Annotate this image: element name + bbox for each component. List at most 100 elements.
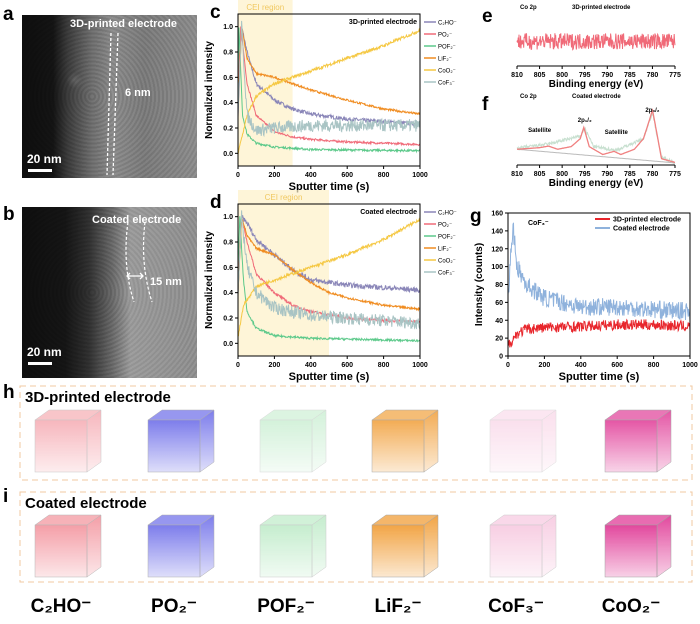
cube-front xyxy=(34,524,88,578)
row-i-title: Coated electrode xyxy=(25,495,147,512)
chart-title: Coated electrode xyxy=(360,209,417,216)
x-tick-label: 810 xyxy=(511,72,523,79)
legend-item: CoF₃⁻ xyxy=(424,271,455,277)
y-tick-label: 0.6 xyxy=(223,265,233,272)
x-tick-label: 800 xyxy=(378,362,390,369)
tem-b-overlay: Coated electrode 15 nm 20 nm xyxy=(27,214,182,365)
x-tick-label: 0 xyxy=(236,172,240,179)
interface-dashed-lines xyxy=(106,32,119,176)
x-axis-label: Binding energy (eV) xyxy=(549,79,643,90)
x-tick-label: 800 xyxy=(556,171,568,178)
legend-label: CoO₂⁻ xyxy=(438,69,456,75)
x-tick-label: 400 xyxy=(305,362,317,369)
chart-title: 3D-printed electrode xyxy=(572,5,631,11)
cube-side xyxy=(86,409,102,473)
cei-region xyxy=(238,190,329,356)
x-tick-label: 800 xyxy=(378,172,390,179)
cube-front xyxy=(259,419,313,473)
series-line-POF₂⁻ xyxy=(237,27,421,154)
y-tick-label: 0.2 xyxy=(223,126,233,133)
x-tick-label: 810 xyxy=(511,171,523,178)
y-axis-label: Normalized intensity xyxy=(204,41,215,139)
species-label: LiF₂⁻ xyxy=(375,596,422,617)
cube-i-1 xyxy=(147,514,215,578)
cube-i-3 xyxy=(371,514,439,578)
chart-d: CEI region 0 200 400 600 800 1000 0.0 0.2 0.4 0.6 0… xyxy=(204,190,457,383)
y-tick-label: 20 xyxy=(495,336,503,343)
tem-image-coated xyxy=(22,207,197,378)
y-tick-label: 1.0 xyxy=(223,214,233,221)
cube-side xyxy=(541,409,557,473)
cei-region-label: CEI region xyxy=(246,3,284,12)
chart-title: Coated electrode xyxy=(572,94,621,100)
legend-label: LiF₂⁻ xyxy=(438,57,452,63)
y-tick-label: 40 xyxy=(495,318,503,325)
y-tick-label: 0.8 xyxy=(223,240,233,247)
cube-h-5 xyxy=(604,409,672,473)
species-label: PO₂⁻ xyxy=(151,596,197,617)
cube-side xyxy=(656,514,672,578)
annotation: CoF₃⁻ xyxy=(528,220,549,227)
x-tick-label: 200 xyxy=(539,362,551,369)
legend-label: LiF₂⁻ xyxy=(438,247,452,253)
series-line-CoO₂⁻ xyxy=(237,27,421,155)
y-axis-label: Normalized intensity xyxy=(204,231,215,329)
chart-c: CEI region 0 200 400 600 800 1000 0.0 0.2 0.4 0.6 0… xyxy=(204,0,457,193)
y-tick-label: 0 xyxy=(499,354,503,361)
row-h-frame xyxy=(19,385,693,481)
chart-e: 810 805 800 795 790 785 780 775 Binding energy (… xyxy=(511,5,681,90)
chart-g: 0 200 400 600 800 1000 0 20 40 60 80 100 120 140 160 Sp… xyxy=(474,211,698,384)
y-tick-label: 140 xyxy=(491,228,503,235)
cei-region-label: CEI region xyxy=(265,193,303,202)
legend-label: C₂HO⁻ xyxy=(438,21,457,27)
x-tick-label: 805 xyxy=(534,171,546,178)
legend-label: PO₂⁻ xyxy=(438,33,452,39)
tem-b-scale-label: 20 nm xyxy=(27,345,62,359)
y-tick-label: 0.6 xyxy=(223,75,233,82)
x-tick-label: 400 xyxy=(575,362,587,369)
legend-item: POF₂⁻ xyxy=(424,45,456,51)
legend-item: PO₂⁻ xyxy=(424,223,452,229)
y-tick-label: 0.0 xyxy=(223,341,233,348)
cube-side xyxy=(311,409,327,473)
y-tick-label: 0.8 xyxy=(223,50,233,57)
peak-label: 2p₃/₂ xyxy=(645,108,659,114)
tem-a-overlay: 3D-printed electrode 6 nm 20 nm xyxy=(27,18,177,176)
series-line-trace-2 xyxy=(516,108,676,164)
series-line-C₂HO⁻ xyxy=(237,214,421,295)
legend-item: LiF₂⁻ xyxy=(424,247,452,253)
y-tick-label: 160 xyxy=(491,211,503,218)
legend-item: CoO₂⁻ xyxy=(424,69,456,75)
cube-front xyxy=(147,524,201,578)
y-tick-label: 0.4 xyxy=(223,290,233,297)
x-tick-label: 780 xyxy=(647,72,659,79)
panel-label-e: e xyxy=(482,6,493,27)
cube-side xyxy=(423,514,439,578)
legend-label: CoF₃⁻ xyxy=(438,271,455,277)
cube-front xyxy=(604,524,658,578)
x-tick-label: 785 xyxy=(624,171,636,178)
legend-item: Coated electrode xyxy=(595,226,670,233)
legend-item: POF₂⁻ xyxy=(424,235,456,241)
y-tick-label: 60 xyxy=(495,300,503,307)
legend-item: C₂HO⁻ xyxy=(424,211,457,217)
x-tick-label: 0 xyxy=(236,362,240,369)
y-tick-label: 120 xyxy=(491,246,503,253)
cube-front xyxy=(371,419,425,473)
x-axis-label: Binding energy (eV) xyxy=(549,178,643,189)
legend-label: C₂HO⁻ xyxy=(438,211,457,217)
chart-f: 810 805 800 795 790 785 780 775 Binding energy (… xyxy=(511,94,681,189)
annotation: Co 2p xyxy=(520,5,537,11)
y-tick-label: 1.0 xyxy=(223,24,233,31)
cube-side xyxy=(86,514,102,578)
x-axis-label: Sputter time (s) xyxy=(559,371,640,383)
cube-side xyxy=(311,514,327,578)
x-tick-label: 400 xyxy=(305,172,317,179)
tem-b-thickness: 15 nm xyxy=(150,276,182,288)
x-tick-label: 800 xyxy=(648,362,660,369)
cube-h-4 xyxy=(489,409,557,473)
chart-title: 3D-printed electrode xyxy=(349,19,417,26)
x-tick-label: 805 xyxy=(534,72,546,79)
panel-label-f: f xyxy=(482,94,489,115)
